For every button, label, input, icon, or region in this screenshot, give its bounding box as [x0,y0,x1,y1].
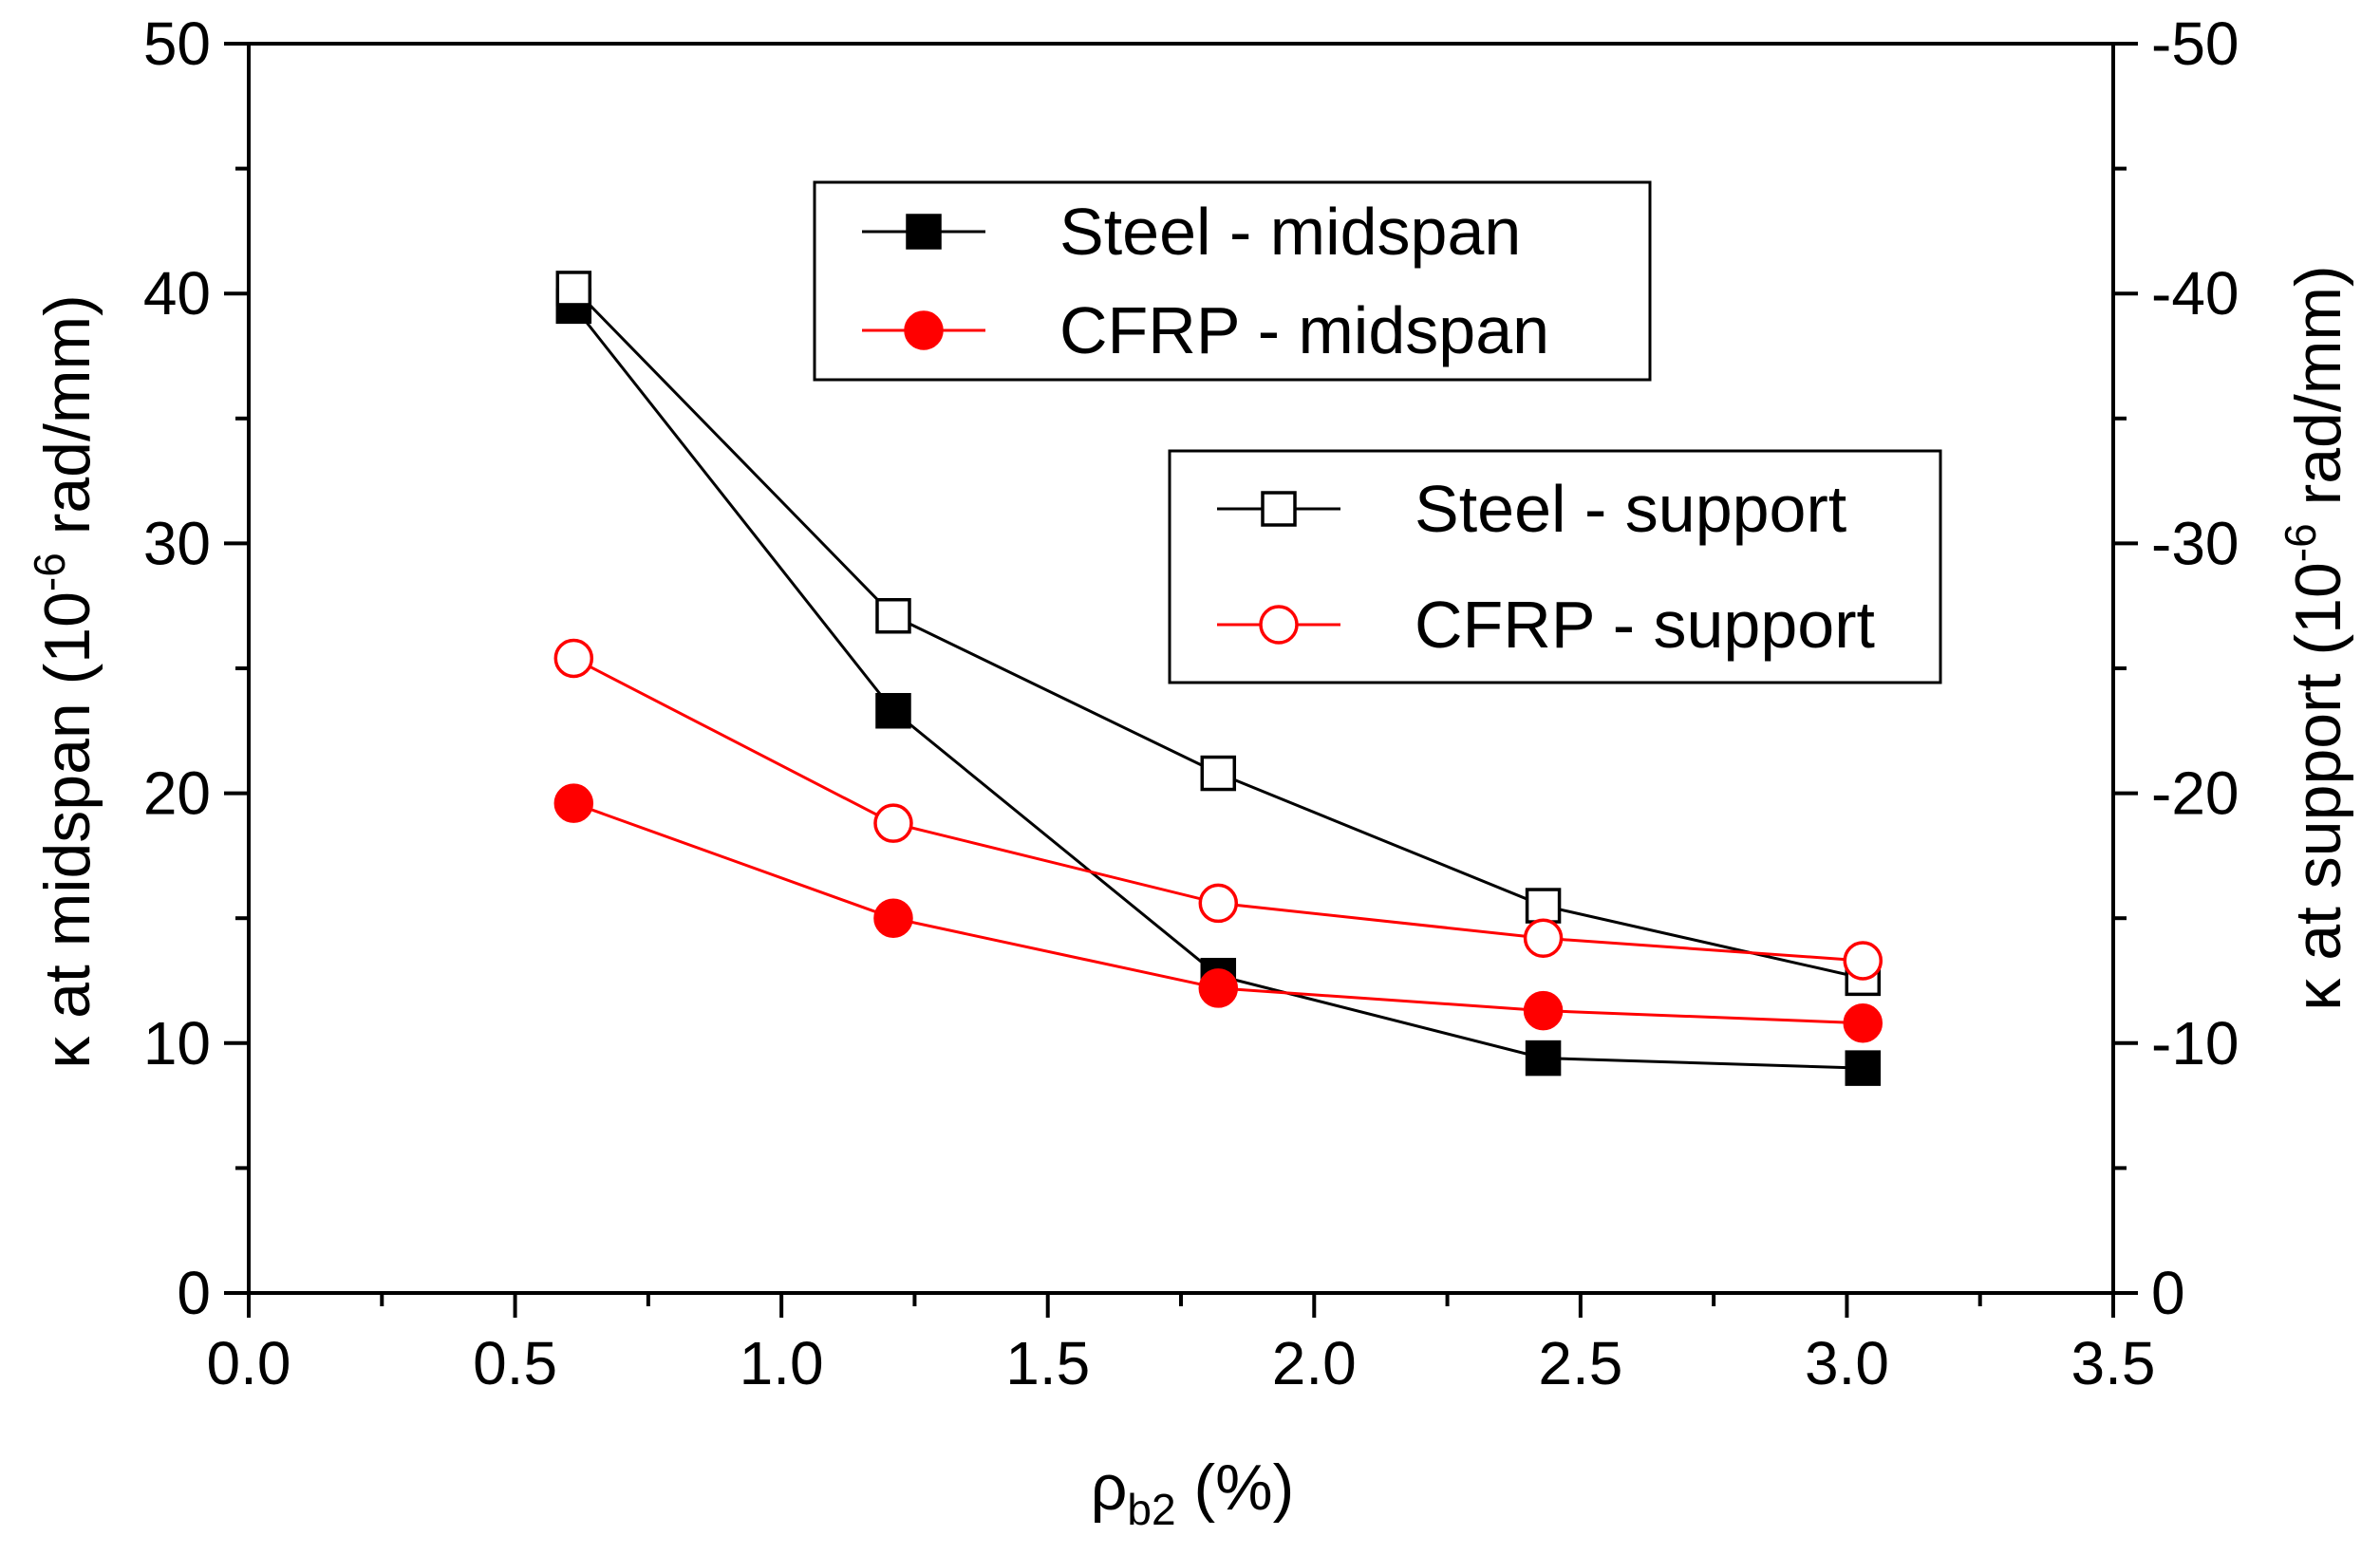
data-point [873,803,913,843]
y-right-axis-title-prefix: κ at support (10 [2282,562,2354,1010]
legend-frame [1168,449,1942,684]
data-point [1843,1002,1883,1043]
legend-label: Steel - support [1415,472,1846,546]
y-right-tick-label: -40 [2151,259,2239,328]
legend-label: CFRP - support [1415,588,1875,662]
x-axis-symbol: ρ [1091,1452,1128,1524]
data-point [1198,883,1239,924]
y-left-tick-label: 50 [143,9,211,78]
data-point [1843,941,1883,981]
y-left-axis-title-superscript: -6 [25,553,74,591]
y-right-axis-title-superscript: -6 [2276,523,2325,562]
y-right-tick-label: 0 [2151,1259,2185,1327]
x-tick-label: 0.0 [207,1329,291,1397]
series-line [572,305,1864,1070]
data-point [1525,888,1562,924]
ticks-layer: 0.0 0.5 1.0 1.5 2.0 2.5 3.0 3.5010203040500-10-… [143,9,2239,1397]
series-cfrp-support [553,638,1883,981]
legend-entry: CFRP - midspan [862,293,1549,367]
data-point [1845,1050,1882,1086]
legend-marker [906,214,942,250]
series-layer [553,271,1883,1086]
x-axis-title: ρb2 (%) [1091,1452,1295,1534]
y-right-tick-label: -10 [2151,1009,2239,1077]
x-tick-label: 2.0 [1272,1329,1357,1397]
legend-frame [813,180,1652,382]
titles-layer: ρb2 (%)κ at midspan (10-6 rad/mm)κ at su… [25,265,2354,1534]
data-point [875,597,911,634]
y-left-tick-label: 30 [143,509,211,577]
data-point [875,692,911,729]
y-right-tick-label: -30 [2151,509,2239,577]
y-left-tick-label: 20 [143,759,211,828]
y-right-tick-label: -20 [2151,759,2239,828]
legend-entry: Steel - support [1217,472,1846,546]
y-left-axis-title-suffix: rad/mm) [31,294,103,553]
x-tick-label: 1.0 [740,1329,824,1397]
y-left-axis-title-prefix: κ at midspan (10 [31,591,103,1069]
y-left-tick-label: 10 [143,1009,211,1077]
data-point [553,783,594,823]
x-tick-label: 0.5 [473,1329,557,1397]
data-point [873,898,913,938]
y-right-axis-title-suffix: rad/mm) [2282,265,2354,523]
legend-box: Steel - support CFRP - support [1168,449,1942,684]
x-tick-label: 1.5 [1005,1329,1090,1397]
y-left-tick-label: 40 [143,259,211,328]
data-point [1523,990,1564,1031]
y-right-axis-title: κ at support (10-6 rad/mm) [2276,265,2354,1010]
legend-marker [1259,605,1299,645]
y-left-tick-label: 0 [177,1259,211,1327]
x-tick-label: 3.5 [2071,1329,2156,1397]
x-axis-subscript: b2 [1127,1485,1175,1534]
data-point [1523,918,1564,959]
series-cfrp-midspan [553,783,1883,1043]
data-point [555,271,592,307]
y-right-tick-label: -50 [2151,9,2239,78]
data-point [1525,1040,1562,1077]
x-axis-unit: (%) [1176,1452,1295,1524]
legend-marker [904,310,944,350]
series-steel-support [555,271,1882,997]
legend-entry: CFRP - support [1217,588,1875,662]
data-point [1200,755,1237,792]
legend-marker [1261,491,1297,527]
x-tick-label: 2.5 [1538,1329,1622,1397]
x-tick-label: 3.0 [1805,1329,1889,1397]
legend-label: Steel - midspan [1059,195,1521,269]
series-steel-midspan [555,288,1882,1086]
legend-layer: Steel - midspan CFRP - midspan Steel - sup… [813,180,1942,684]
legend-box: Steel - midspan CFRP - midspan [813,180,1652,382]
data-point [553,638,594,679]
data-point [1198,968,1239,1008]
y-left-axis-title: κ at midspan (10-6 rad/mm) [25,294,103,1069]
legend-entry: Steel - midspan [862,195,1521,269]
legend-label: CFRP - midspan [1059,293,1549,367]
